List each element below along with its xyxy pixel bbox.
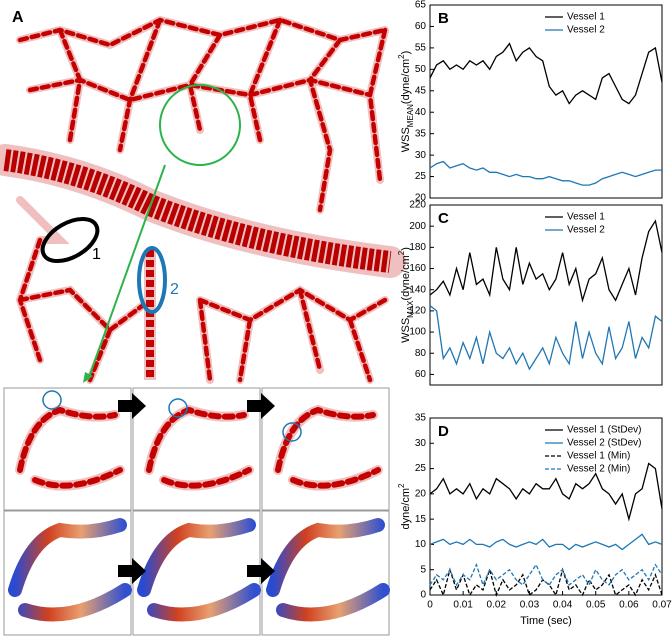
legend-label: Vessel 2 [567, 225, 605, 236]
y-tick-label: 5 [420, 564, 426, 575]
y-tick-label: 220 [409, 200, 426, 211]
y-tick-label: 100 [409, 327, 426, 338]
legend-label: Vessel 1 (Min) [567, 451, 630, 462]
legend-label: Vessel 2 (Min) [567, 464, 630, 475]
y-tick-label: 200 [409, 221, 426, 232]
y-tick-label: 30 [415, 438, 427, 449]
y-tick-label: 0 [420, 590, 426, 601]
y-tick-label: 15 [415, 514, 427, 525]
y-tick-label: 25 [415, 463, 427, 474]
y-tick-label: 65 [415, 0, 427, 11]
time-series-panels [3, 387, 390, 636]
legend-label: Vessel 2 (StDev) [567, 438, 641, 449]
y-axis-label: WSSMEAN(dyne/cm2) [397, 51, 415, 153]
y-axis-label-part: (dyne/cm [400, 255, 412, 300]
y-tick-label: 20 [415, 193, 427, 204]
y-axis-label-part: 2 [397, 250, 406, 255]
series-line [429, 160, 662, 186]
legend-label: Vessel 1 [567, 212, 605, 223]
chart: 0 5 10 15 20 25 30 35 0 0.01 0.02 0.03 0.04 0.05 0.06 0… [397, 413, 672, 627]
y-axis-label-part: (dyne/cm [400, 59, 412, 104]
y-tick-label: 35 [415, 413, 427, 424]
legend-label: Vessel 2 [567, 25, 605, 36]
panel-label: C [438, 210, 449, 227]
panel-label: D [438, 423, 449, 440]
chart: 60 80 100 120 140 160 180 200 220 WSSMAX(dyne/cm2… [397, 200, 663, 386]
x-tick-label: 0.06 [619, 600, 639, 611]
y-tick-label: 30 [415, 150, 427, 161]
plot-frame [429, 204, 663, 386]
x-tick-label: 0.02 [487, 600, 507, 611]
y-tick-label: 60 [415, 369, 427, 380]
series-line [429, 533, 663, 551]
y-axis-label-part: 2 [397, 54, 406, 59]
panel-label: A [12, 9, 24, 26]
vessel-label: 1 [92, 246, 101, 263]
y-tick-label: 60 [415, 21, 427, 32]
y-tick-label: 25 [415, 171, 427, 182]
y-axis-label: dyne/cm2 [397, 483, 412, 530]
x-tick-label: 0.05 [586, 600, 606, 611]
plot-frame [429, 4, 663, 199]
series-line [429, 562, 663, 587]
x-tick-label: 0.07 [652, 600, 672, 611]
y-tick-label: 50 [415, 64, 427, 75]
series-line [429, 462, 663, 522]
y-axis-label-part: 2 [397, 483, 406, 488]
y-axis-label-part: MEAN [406, 104, 415, 127]
vessel-network [0, 15, 406, 384]
y-tick-label: 55 [415, 43, 427, 54]
x-tick-label: 0 [427, 600, 433, 611]
y-axis-label-part: WSS [400, 318, 412, 343]
y-axis-label-part: MAX [406, 300, 415, 318]
vessel-label: 2 [170, 281, 179, 298]
y-axis-label-part: WSS [400, 127, 412, 152]
y-tick-label: 160 [409, 263, 426, 274]
x-axis-label: Time (sec) [520, 615, 572, 627]
y-axis-label: WSSMAX(dyne/cm2) [397, 247, 415, 343]
y-axis-label-part: dyne/cm [400, 488, 412, 530]
series-line [429, 42, 663, 105]
legend-label: Vessel 1 [567, 12, 605, 23]
y-tick-label: 80 [415, 348, 427, 359]
x-tick-label: 0.01 [453, 600, 473, 611]
y-tick-label: 20 [415, 488, 427, 499]
y-axis-label-part: ) [400, 51, 412, 55]
legend-label: Vessel 1 (StDev) [567, 425, 641, 436]
y-tick-label: 10 [415, 539, 427, 550]
y-tick-label: 140 [409, 284, 426, 295]
y-tick-label: 35 [415, 128, 427, 139]
y-tick-label: 120 [409, 306, 426, 317]
series-line [429, 219, 663, 303]
x-tick-label: 0.03 [520, 600, 540, 611]
panel-label: B [438, 10, 449, 27]
y-tick-label: 45 [415, 85, 427, 96]
x-tick-label: 0.04 [553, 600, 573, 611]
series-line [429, 305, 663, 371]
y-axis-label-part: ) [400, 247, 412, 251]
chart: 20 25 30 35 40 45 50 55 60 65 WSSMEAN(dyne/cm2) B Ve… [397, 0, 663, 204]
y-tick-label: 40 [415, 107, 427, 118]
y-tick-label: 180 [409, 242, 426, 253]
